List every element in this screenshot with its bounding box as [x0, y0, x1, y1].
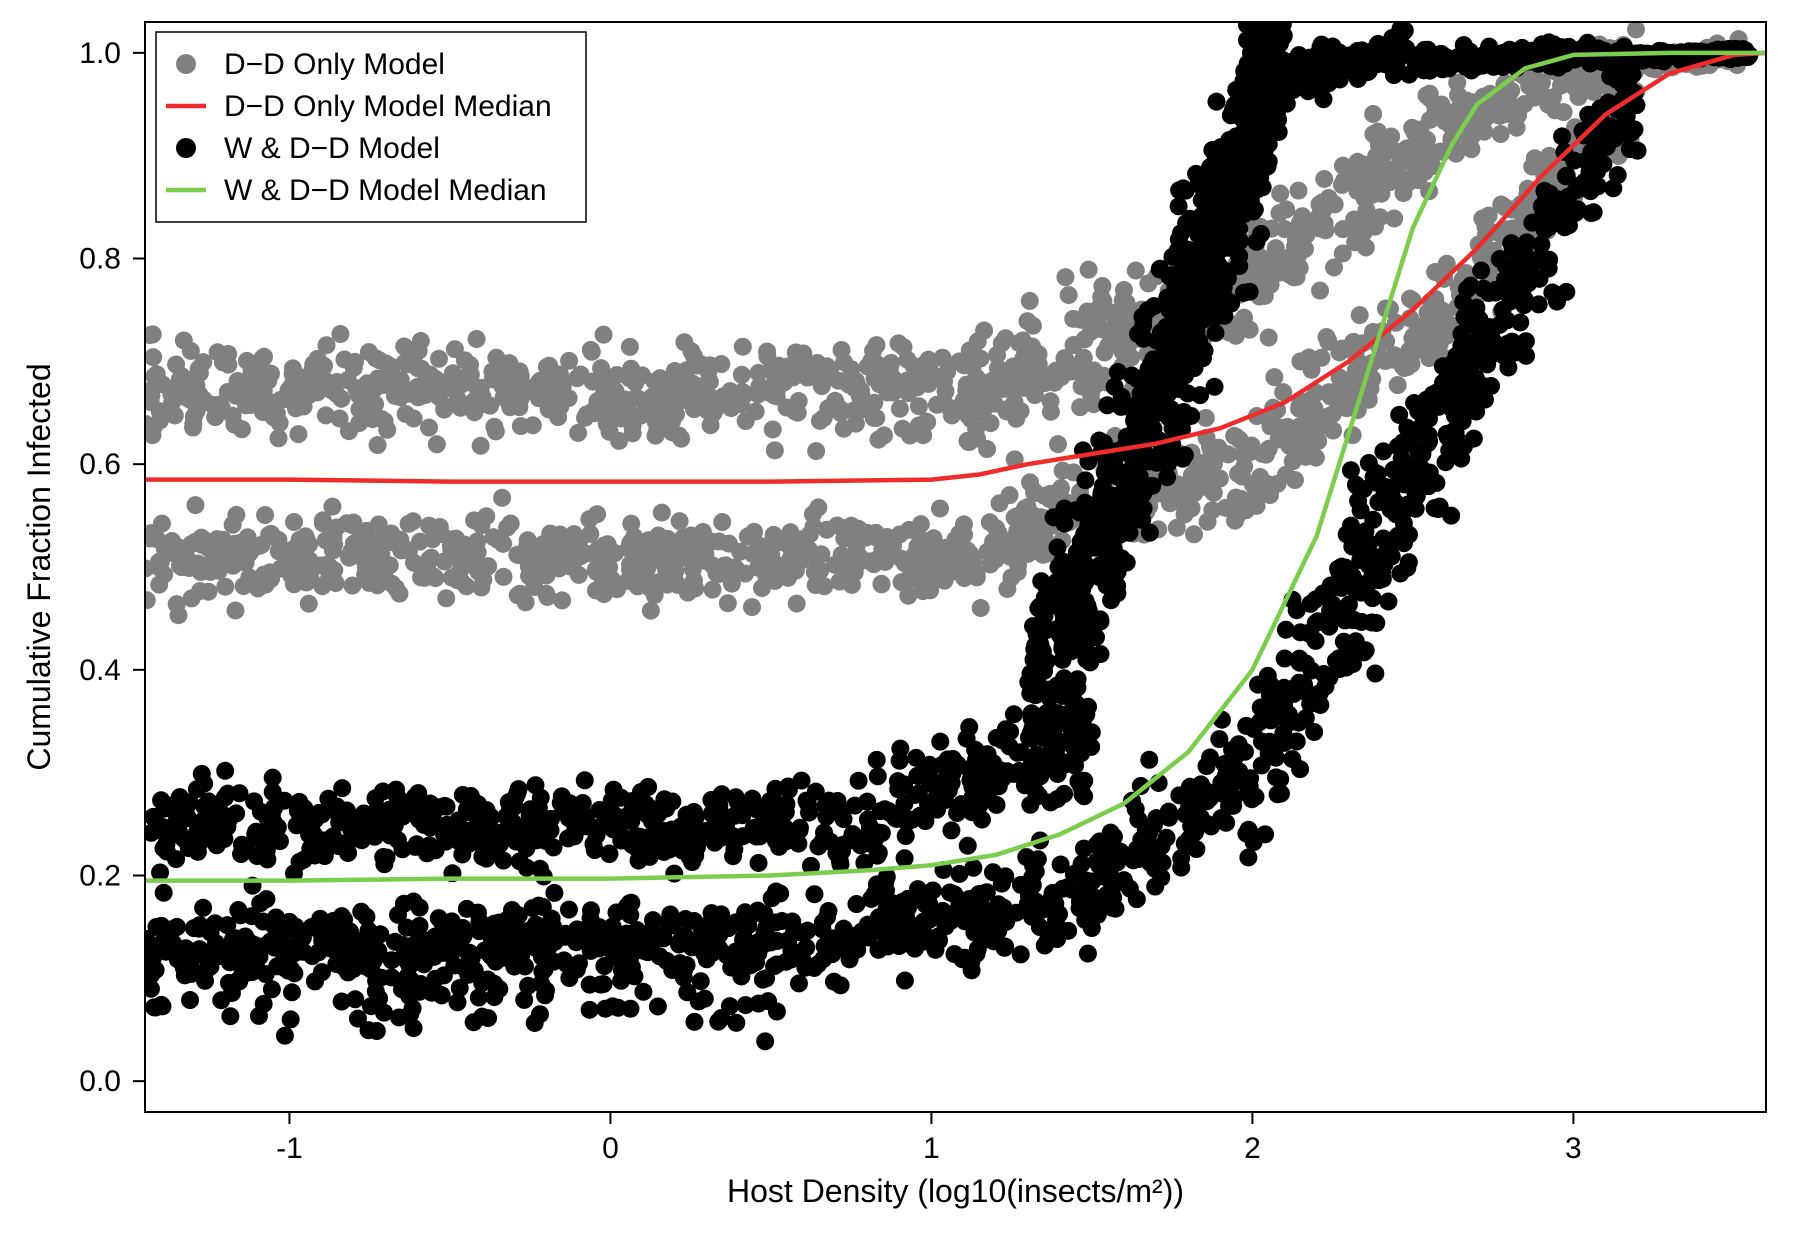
legend-label: D−D Only Model Median — [224, 90, 552, 123]
y-axis-label: Cumulative Fraction Infected — [21, 363, 57, 770]
x-tick-label: 1 — [923, 1132, 940, 1165]
x-tick-label: -1 — [276, 1132, 303, 1165]
legend-label: D−D Only Model — [224, 48, 445, 81]
legend: D−D Only Model D−D Only Model Median W & D… — [156, 32, 586, 222]
legend-label: W & D−D Model — [224, 132, 440, 165]
y-tick-label: 1.0 — [79, 37, 121, 70]
y-tick-label: 0.4 — [79, 654, 121, 687]
legend-swatch-point — [176, 138, 196, 158]
legend-swatch-point — [176, 54, 196, 74]
legend-label: W & D−D Model Median — [224, 174, 547, 207]
y-tick-label: 0.6 — [79, 448, 121, 481]
chart-svg: -1 0 1 2 3 0.0 0.2 0.4 0.6 0.8 1.0 Host Density (lo… — [0, 0, 1800, 1242]
x-tick-label: 2 — [1244, 1132, 1261, 1165]
y-tick-label: 0.2 — [79, 859, 121, 892]
x-tick-label: 0 — [602, 1132, 619, 1165]
y-tick-label: 0.8 — [79, 243, 121, 276]
x-tick-label: 3 — [1565, 1132, 1582, 1165]
x-axis-label: Host Density (log10(insects/m²)) — [727, 1173, 1184, 1209]
scatter-chart: -1 0 1 2 3 0.0 0.2 0.4 0.6 0.8 1.0 Host Density (lo… — [0, 0, 1800, 1242]
y-tick-label: 0.0 — [79, 1065, 121, 1098]
